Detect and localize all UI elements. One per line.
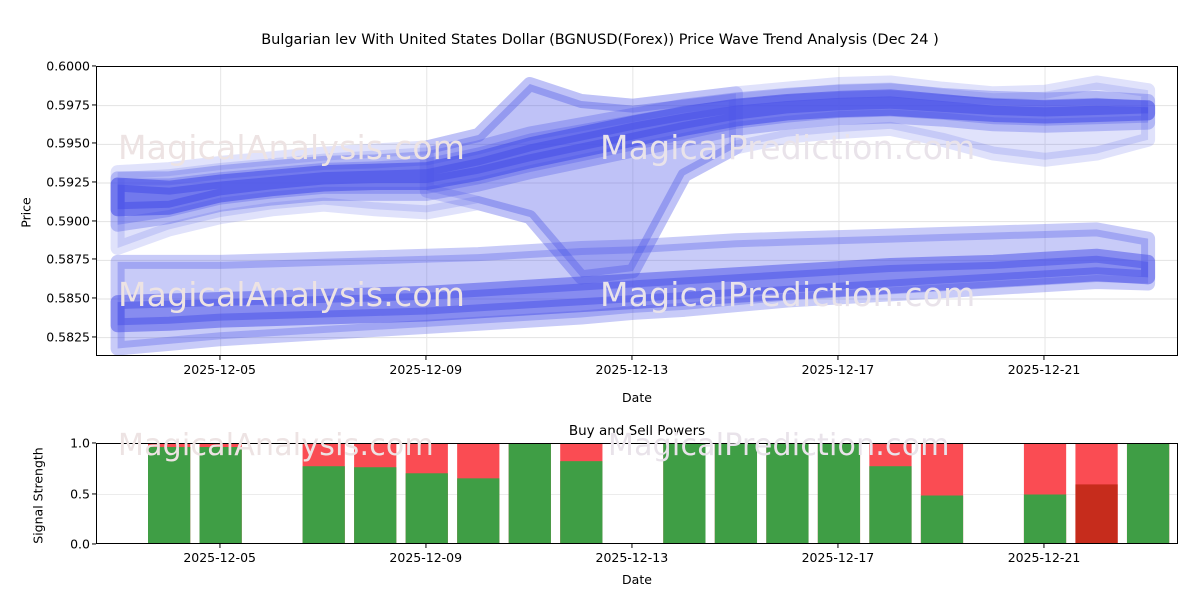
price-x-tick-label: 2025-12-13: [595, 362, 669, 377]
powers-y-tick-label: 0.5: [70, 486, 90, 501]
buy-power-bar: [148, 447, 191, 543]
price-y-tick-label: 0.6000: [46, 58, 90, 74]
powers-x-tick-mark: [425, 544, 427, 548]
powers-y-axis-label: Signal Strength: [30, 447, 46, 544]
powers-x-tick-mark: [837, 544, 839, 548]
buy-power-bar: [508, 444, 551, 543]
price-x-tick-mark: [425, 356, 427, 360]
wave-band: [110, 75, 1156, 285]
price-y-tick-mark: [92, 258, 96, 260]
powers-x-tick-label: 2025-12-13: [595, 550, 669, 565]
buy-power-bar: [199, 447, 242, 543]
buy-power-bar: [1126, 444, 1170, 543]
price-y-tick-label: 0.5875: [46, 251, 90, 267]
powers-x-axis-label: Date: [622, 572, 652, 587]
price-x-tick-label: 2025-12-21: [1007, 362, 1081, 377]
powers-x-tick-mark: [219, 544, 221, 548]
price-x-tick-label: 2025-12-09: [389, 362, 463, 377]
powers-y-tick-label: 1.0: [70, 435, 90, 451]
powers-x-tick-label: 2025-12-05: [183, 550, 256, 565]
price-y-tick-label: 0.5900: [46, 213, 90, 229]
price-y-tick-mark: [92, 181, 96, 183]
wave-band: [419, 77, 743, 285]
price-x-tick-mark: [837, 356, 839, 360]
wave-band: [110, 248, 1156, 333]
powers-y-tick-mark: [92, 543, 96, 545]
price-y-tick-label: 0.5825: [46, 329, 90, 345]
price-y-axis-label: Price: [18, 197, 34, 228]
price-plot-area: [96, 66, 1178, 356]
powers-x-tick-mark: [631, 544, 633, 548]
price-x-tick-mark: [219, 356, 221, 360]
buy-power-bar: [766, 444, 809, 543]
buy-power-bar: [560, 461, 603, 543]
buy-power-bar: [354, 467, 397, 543]
price-y-tick-label: 0.5950: [46, 135, 90, 151]
price-x-tick-label: 2025-12-17: [801, 362, 875, 377]
price-y-tick-mark: [92, 297, 96, 299]
strong-sell-power-bar: [1075, 484, 1118, 543]
buy-power-bar: [302, 466, 345, 543]
powers-y-tick-mark: [92, 442, 96, 444]
powers-x-tick-label: 2025-12-09: [389, 550, 463, 565]
buy-power-bar: [457, 478, 500, 543]
price-y-tick-mark: [92, 336, 96, 338]
price-y-tick-label: 0.5925: [46, 174, 90, 190]
powers-x-tick-label: 2025-12-17: [801, 550, 875, 565]
price-x-tick-mark: [631, 356, 633, 360]
figure-title-line1: Bulgarian lev With United States Dollar …: [261, 32, 939, 48]
price-y-tick-label: 0.5975: [46, 97, 90, 113]
buy-power-bar: [869, 466, 912, 543]
powers-plot-area: [96, 443, 1178, 544]
wave-band: [110, 83, 1156, 232]
powers-y-tick-label: 0.0: [70, 536, 90, 552]
buy-power-bar: [714, 444, 758, 543]
price-x-axis-label: Date: [622, 390, 652, 405]
buy-power-bar: [817, 444, 861, 543]
price-x-tick-label: 2025-12-05: [183, 362, 256, 377]
buy-power-bar: [1023, 494, 1067, 543]
wave-band: [110, 89, 1156, 217]
price-chart-panel: MagicalAnalysis.com MagicalPrediction.co…: [18, 58, 1178, 405]
price-y-tick-mark: [92, 65, 96, 67]
buy-power-bar: [405, 473, 448, 543]
powers-y-tick-mark: [92, 492, 96, 495]
price-y-tick-mark: [92, 104, 96, 106]
powers-x-tick-label: 2025-12-21: [1007, 550, 1081, 565]
price-y-tick-mark: [92, 220, 96, 222]
price-y-tick-label: 0.5850: [46, 290, 90, 306]
powers-title: Buy and Sell Powers: [568, 423, 706, 439]
powers-x-tick-mark: [1043, 544, 1045, 548]
price-x-tick-mark: [1043, 356, 1045, 360]
buy-power-bar: [920, 495, 964, 543]
price-y-tick-mark: [92, 142, 96, 144]
powers-chart-panel: Buy and Sell Powers MagicalAnalysis.com …: [0, 400, 1200, 600]
buy-power-bar: [663, 444, 706, 543]
